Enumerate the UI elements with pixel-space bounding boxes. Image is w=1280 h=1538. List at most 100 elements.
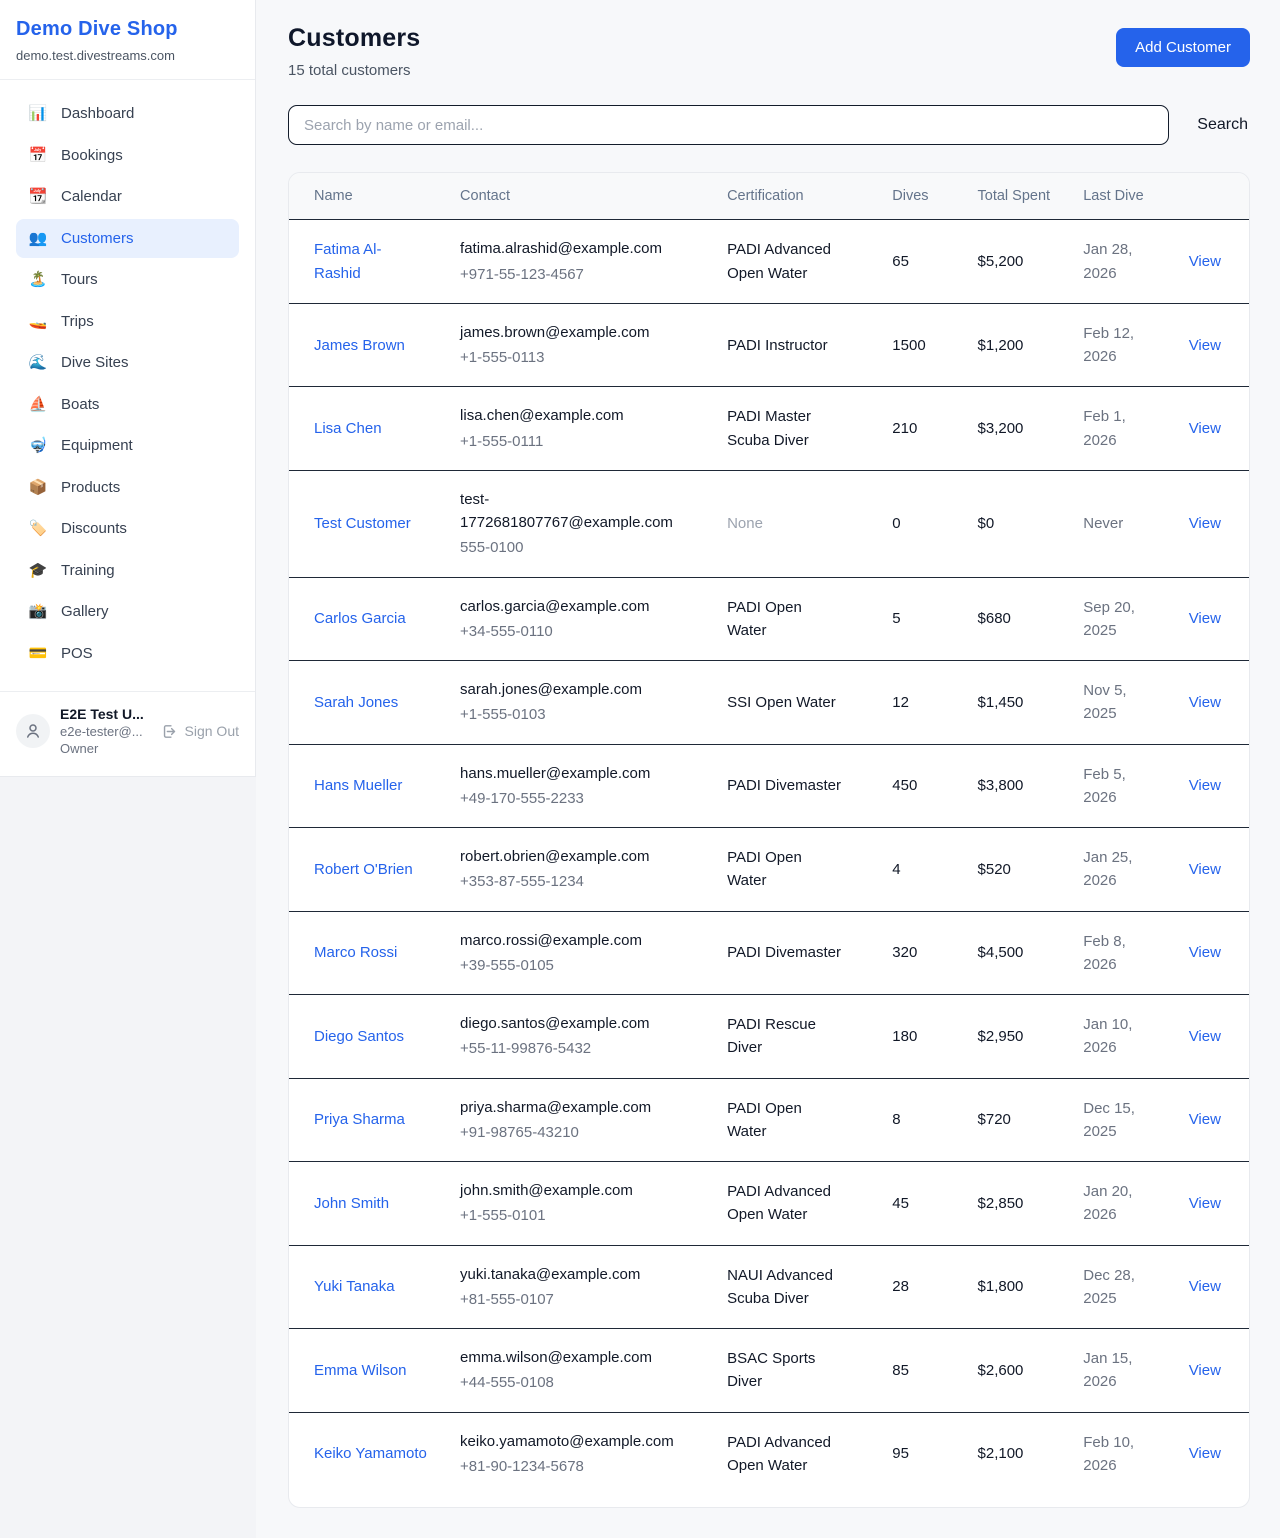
- view-customer-link[interactable]: View: [1188, 777, 1221, 795]
- customer-dives: 28: [876, 1245, 962, 1330]
- sidebar-item-bookings[interactable]: 📅 Bookings: [16, 136, 239, 176]
- customer-phone: +39-555-0105: [460, 956, 554, 974]
- sidebar-item-trips[interactable]: 🚤 Trips: [16, 302, 239, 342]
- customer-name-link[interactable]: Test Customer: [314, 515, 411, 533]
- customer-email: robert.obrien@example.com: [460, 848, 650, 866]
- view-customer-link[interactable]: View: [1188, 420, 1221, 438]
- customer-certification: PADI Open Water: [727, 849, 802, 890]
- column-header-name: Name: [289, 173, 445, 221]
- customer-last-dive: Feb 12, 2026: [1083, 324, 1135, 366]
- customer-name-link[interactable]: Lisa Chen: [314, 420, 382, 438]
- customer-name-link[interactable]: John Smith: [314, 1194, 390, 1212]
- shop-name: Demo Dive Shop: [16, 18, 178, 40]
- customer-email: emma.wilson@example.com: [460, 1349, 652, 1367]
- bookings-icon: 📅: [28, 146, 48, 164]
- view-customer-link[interactable]: View: [1188, 253, 1221, 271]
- customer-name-link[interactable]: Emma Wilson: [314, 1361, 407, 1379]
- add-customer-button[interactable]: Add Customer: [1116, 28, 1250, 67]
- sidebar-item-dive-sites[interactable]: 🌊 Dive Sites: [16, 343, 239, 383]
- customer-total-spent: $1,200: [961, 303, 1068, 388]
- customer-dives: 1500: [876, 303, 962, 388]
- customer-last-dive: Jan 20, 2026: [1083, 1183, 1133, 1224]
- customer-name-link[interactable]: Diego Santos: [314, 1027, 405, 1045]
- customer-certification: SSI Open Water: [727, 693, 836, 711]
- customer-total-spent: $2,850: [961, 1161, 1068, 1246]
- customer-dives: 4: [876, 827, 962, 912]
- customer-total-spent: $2,950: [961, 994, 1068, 1079]
- customer-name-link[interactable]: Carlos Garcia: [314, 610, 406, 628]
- customer-dives: 45: [876, 1161, 962, 1246]
- view-customer-link[interactable]: View: [1188, 944, 1221, 962]
- customer-dives: 5: [876, 577, 962, 662]
- view-customer-link[interactable]: View: [1188, 1445, 1221, 1463]
- customer-name-link[interactable]: Fatima Al-Rashid: [314, 241, 382, 282]
- sidebar-item-boats[interactable]: ⛵ Boats: [16, 385, 239, 425]
- search-button[interactable]: Search: [1195, 112, 1250, 138]
- shop-domain: demo.test.divestreams.com: [16, 48, 175, 63]
- sidebar-item-products[interactable]: 📦 Products: [16, 468, 239, 508]
- sidebar-item-label: Calendar: [61, 188, 122, 205]
- customer-name-link[interactable]: Robert O'Brien: [314, 860, 413, 878]
- sidebar-item-training[interactable]: 🎓 Training: [16, 551, 239, 591]
- customer-last-dive: Jan 15, 2026: [1083, 1350, 1133, 1391]
- column-header-last-dive: Last Dive: [1067, 173, 1173, 221]
- customer-total-spent: $720: [961, 1078, 1068, 1163]
- customer-name-link[interactable]: Marco Rossi: [314, 944, 398, 962]
- customer-row: Robert O'Brien robert.obrien@example.com…: [289, 827, 1249, 912]
- view-customer-link[interactable]: View: [1188, 515, 1221, 533]
- customer-email: test-1772681807767@example.com: [460, 490, 673, 532]
- customer-name-link[interactable]: James Brown: [314, 336, 405, 354]
- customer-name-link[interactable]: Hans Mueller: [314, 777, 403, 795]
- column-header-dives: Dives: [876, 173, 962, 221]
- customer-last-dive: Dec 28, 2025: [1083, 1266, 1135, 1307]
- customers-table-card: Name Contact Certification Dives Total Spent…: [288, 172, 1250, 1509]
- customer-phone: +1-555-0101: [460, 1207, 546, 1225]
- customer-name-link[interactable]: Priya Sharma: [314, 1111, 405, 1129]
- customer-total-spent: $3,800: [961, 744, 1068, 829]
- customer-certification: PADI Rescue Diver: [727, 1016, 816, 1057]
- sidebar-item-calendar[interactable]: 📆 Calendar: [16, 177, 239, 217]
- table-header: Name Contact Certification Dives Total Spent…: [289, 173, 1249, 221]
- view-customer-link[interactable]: View: [1188, 1278, 1221, 1296]
- customer-last-dive: Feb 1, 2026: [1083, 408, 1126, 449]
- customer-certification: PADI Advanced Open Water: [727, 1183, 832, 1224]
- view-customer-link[interactable]: View: [1188, 1027, 1221, 1045]
- sidebar-item-pos[interactable]: 💳 POS: [16, 634, 239, 674]
- customer-total-spent: $3,200: [961, 386, 1068, 471]
- customer-name-link[interactable]: Yuki Tanaka: [314, 1278, 395, 1296]
- customer-dives: 85: [876, 1328, 962, 1413]
- view-customer-link[interactable]: View: [1188, 336, 1221, 354]
- customer-name-link[interactable]: Sarah Jones: [314, 693, 399, 711]
- customer-email: hans.mueller@example.com: [460, 764, 651, 782]
- customer-name-link[interactable]: Keiko Yamamoto: [314, 1445, 427, 1463]
- customer-table-body: Fatima Al-Rashid fatima.alrashid@example…: [289, 219, 1249, 1495]
- customer-last-dive: Nov 5, 2025: [1083, 682, 1127, 723]
- customer-phone: +353-87-555-1234: [460, 873, 584, 891]
- customer-email: sarah.jones@example.com: [460, 681, 643, 699]
- sidebar-item-equipment[interactable]: 🤿 Equipment: [16, 426, 239, 466]
- user-info: E2E Test U... e2e-tester@... Owner: [60, 706, 151, 756]
- sidebar-item-dashboard[interactable]: 📊 Dashboard: [16, 94, 239, 134]
- customer-row: Diego Santos diego.santos@example.com +5…: [289, 994, 1249, 1079]
- view-customer-link[interactable]: View: [1188, 610, 1221, 628]
- customer-row: Yuki Tanaka yuki.tanaka@example.com +81-…: [289, 1245, 1249, 1330]
- view-customer-link[interactable]: View: [1188, 1194, 1221, 1212]
- view-customer-link[interactable]: View: [1188, 1111, 1221, 1129]
- search-input[interactable]: [288, 105, 1170, 145]
- view-customer-link[interactable]: View: [1188, 1361, 1221, 1379]
- sidebar-item-tours[interactable]: 🏝️ Tours: [16, 260, 239, 300]
- view-customer-link[interactable]: View: [1188, 693, 1221, 711]
- customer-email: john.smith@example.com: [460, 1182, 633, 1200]
- view-customer-link[interactable]: View: [1188, 860, 1221, 878]
- sidebar-item-customers[interactable]: 👥 Customers: [16, 218, 239, 258]
- boats-icon: ⛵: [28, 395, 48, 413]
- sidebar-item-gallery[interactable]: 📸 Gallery: [16, 592, 239, 632]
- customer-dives: 95: [892, 1445, 909, 1463]
- sign-out-button[interactable]: Sign Out: [161, 723, 239, 740]
- sidebar-item-discounts[interactable]: 🏷️ Discounts: [16, 509, 239, 549]
- customer-certification: None: [727, 515, 763, 533]
- customer-row: Marco Rossi marco.rossi@example.com +39-…: [289, 911, 1249, 996]
- customer-phone: +971-55-123-4567: [460, 265, 584, 283]
- customer-certification: PADI Open Water: [727, 598, 802, 639]
- training-icon: 🎓: [28, 561, 48, 579]
